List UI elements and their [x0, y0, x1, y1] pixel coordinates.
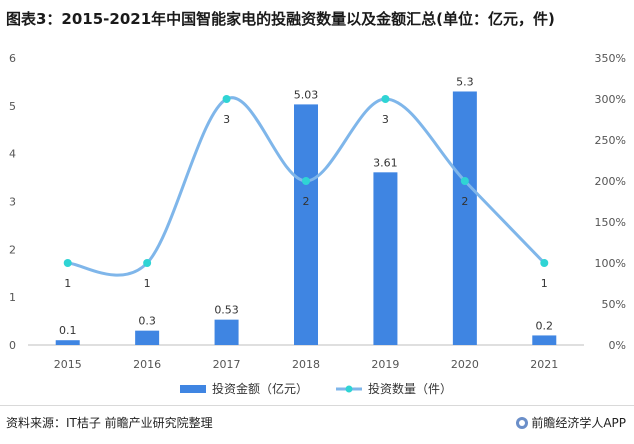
footer-divider: [0, 405, 634, 406]
y-right-tick-label: 250%: [595, 134, 626, 147]
bar: [452, 91, 477, 345]
bar: [135, 330, 160, 345]
y-right-tick-label: 100%: [595, 257, 626, 270]
line-data-labels: 1 1 3 2 3 2 1: [64, 113, 548, 290]
x-tick-label: 2020: [451, 358, 479, 371]
y-right-tick-labels: 0% 50% 100% 150% 200% 250% 300% 350%: [595, 52, 626, 352]
bar: [294, 104, 318, 345]
line-marker: [540, 259, 549, 267]
line-marker: [143, 259, 152, 267]
bar: [373, 172, 398, 345]
line-marker: [381, 95, 390, 103]
line-data-label: 1: [541, 277, 548, 290]
y-left-tick-label: 2: [9, 243, 16, 256]
source-note: 资料来源：IT桔子 前瞻产业研究院整理: [6, 416, 213, 430]
line-series-markers: [63, 95, 549, 267]
x-tick-label: 2015: [54, 358, 82, 371]
legend-line-label: 投资数量（件）: [368, 381, 452, 396]
y-right-tick-label: 350%: [595, 52, 626, 65]
line-data-label: 3: [223, 113, 230, 126]
bar-data-label: 0.3: [138, 315, 156, 328]
bar-data-label: 3.61: [373, 156, 398, 169]
legend-bar-label: 投资金额（亿元）: [212, 381, 308, 396]
brand-name: 前瞻经济学人APP: [531, 416, 626, 430]
x-tick-labels: 2015 2016 2017 2018 2019 2020 2021: [54, 358, 559, 371]
legend: 投资金额（亿元） 投资数量（件）: [180, 381, 452, 396]
y-right-tick-label: 300%: [595, 93, 626, 106]
brand-logo-icon: [516, 417, 529, 429]
legend-bar-swatch: [180, 385, 206, 393]
line-data-label: 2: [461, 195, 468, 208]
y-left-tick-labels: 0 1 2 3 4 5 6: [9, 52, 16, 352]
chart-title: 图表3：2015-2021年中国智能家电的投融资数量以及金额汇总(单位：亿元，件…: [6, 10, 555, 28]
legend-line-marker: [345, 385, 353, 393]
bar-data-label: 5.03: [294, 88, 319, 101]
y-right-tick-label: 200%: [595, 175, 626, 188]
y-left-tick-label: 6: [9, 52, 16, 65]
brand-credit: 前瞻经济学人APP: [516, 414, 626, 431]
y-right-tick-label: 150%: [595, 216, 626, 229]
y-left-tick-label: 3: [9, 196, 16, 209]
x-tick-label: 2019: [371, 358, 399, 371]
bar-series: [55, 91, 557, 345]
line-data-label: 1: [64, 277, 71, 290]
bar: [532, 335, 557, 345]
bar-data-label: 0.53: [214, 304, 239, 317]
line-data-label: 2: [303, 195, 310, 208]
y-left-tick-label: 4: [9, 148, 16, 161]
bar: [55, 340, 80, 345]
line-marker: [222, 95, 231, 103]
line-marker: [63, 259, 72, 267]
line-data-label: 1: [144, 277, 151, 290]
bar-data-labels: 0.1 0.3 0.53 5.03 3.61 5.3 0.2: [59, 75, 553, 337]
y-left-tick-label: 0: [9, 339, 16, 352]
bar-data-label: 0.1: [59, 324, 77, 337]
x-tick-label: 2018: [292, 358, 320, 371]
bar-data-label: 5.3: [456, 75, 474, 88]
y-left-tick-label: 5: [9, 100, 16, 113]
x-tick-label: 2017: [213, 358, 241, 371]
line-marker: [460, 177, 469, 185]
bar-data-label: 0.2: [536, 319, 554, 332]
y-right-tick-label: 50%: [602, 298, 626, 311]
x-tick-label: 2021: [530, 358, 558, 371]
line-data-label: 3: [382, 113, 389, 126]
x-tick-label: 2016: [133, 358, 161, 371]
y-left-tick-label: 1: [9, 291, 16, 304]
y-right-tick-label: 0%: [609, 339, 626, 352]
line-marker: [302, 177, 310, 185]
bar: [214, 319, 239, 345]
